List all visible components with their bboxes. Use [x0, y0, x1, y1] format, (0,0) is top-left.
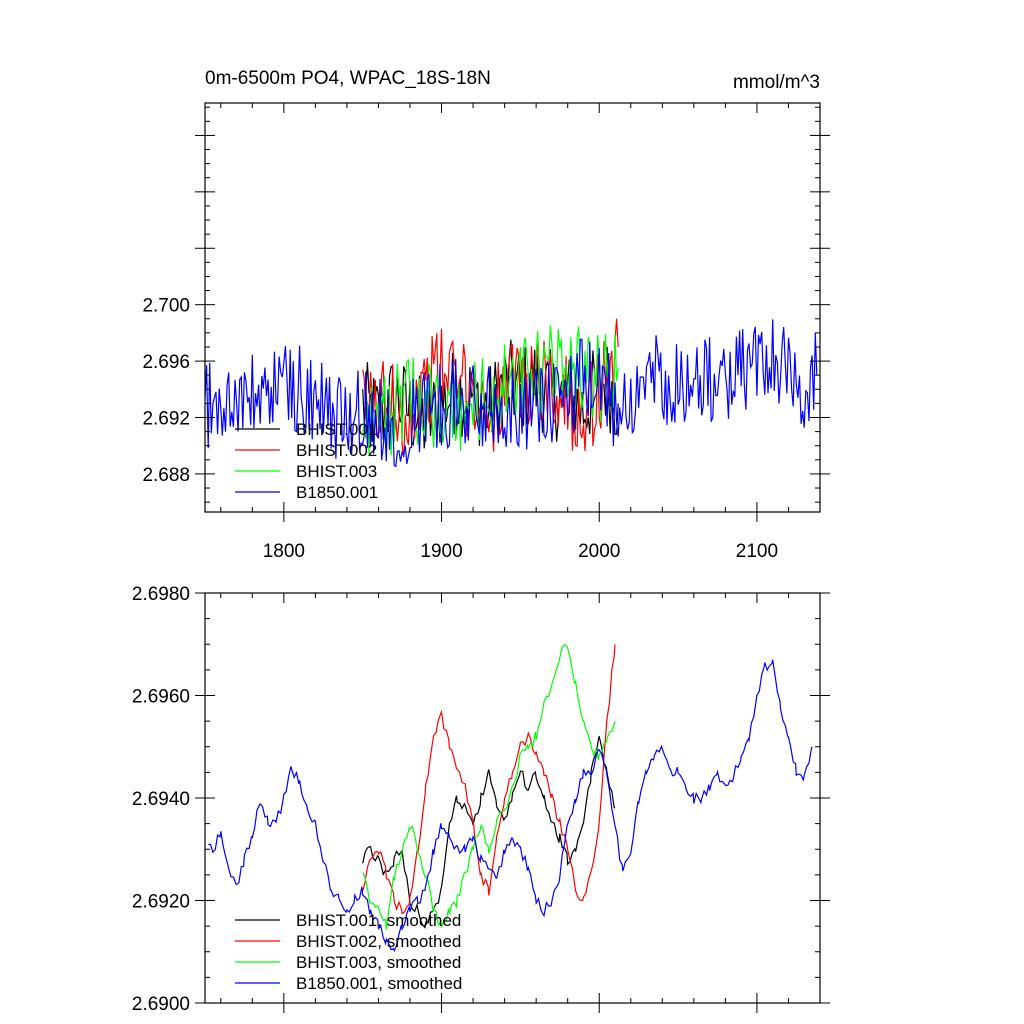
top-xtick-label: 1900	[420, 541, 462, 562]
bottom-panel-ytick-labels: 2.6900 2.6920 2.6940 2.6960 2.6980	[132, 584, 190, 1015]
top-ytick-label: 2.688	[142, 465, 190, 486]
top-ytick-label: 2.692	[142, 409, 190, 430]
bottom-ytick-label: 2.6980	[132, 584, 190, 605]
legend-label-bhist-003-smoothed: BHIST.003, smoothed	[296, 953, 461, 972]
legend-label-bhist-001: BHIST.001	[296, 420, 377, 439]
series-line-b1850-001	[204, 319, 818, 468]
bottom-panel-frame	[204, 592, 821, 1004]
legend-label-bhist-002-smoothed: BHIST.002, smoothed	[296, 932, 461, 951]
top-panel-legend: BHIST.001 BHIST.002 BHIST.003 B1850.001	[235, 420, 378, 502]
bottom-ytick-label: 2.6900	[132, 994, 190, 1015]
top-xtick-label: 1800	[263, 541, 305, 562]
legend-label-bhist-002: BHIST.002	[296, 441, 377, 460]
bottom-panel-ticks	[195, 592, 830, 1013]
series-line-bhist-001-smoothed	[362, 736, 616, 929]
top-panel: 0m-6500m PO4, WPAC_18S-18N mmol/m^3 2.68…	[142, 68, 830, 562]
bottom-panel: 2.6900 2.6920 2.6940 2.6960 2.6980 BHIST…	[132, 584, 830, 1015]
series-line-b1850-001-smoothed	[208, 659, 813, 953]
legend-label-bhist-003: BHIST.003	[296, 462, 377, 481]
bottom-ytick-label: 2.6960	[132, 687, 190, 708]
bottom-panel-lines	[208, 644, 813, 953]
series-line-bhist-002-smoothed	[362, 644, 616, 915]
top-panel-title: 0m-6500m PO4, WPAC_18S-18N	[205, 68, 491, 89]
bottom-panel-legend: BHIST.001, smoothed BHIST.002, smoothed …	[235, 911, 462, 993]
top-panel-ticks	[195, 103, 830, 522]
top-xtick-label: 2000	[578, 541, 620, 562]
top-ytick-label: 2.696	[142, 352, 190, 373]
legend-label-b1850-001: B1850.001	[296, 483, 378, 502]
bottom-ytick-label: 2.6940	[132, 789, 190, 810]
top-ytick-label: 2.700	[142, 296, 190, 317]
legend-label-bhist-001-smoothed: BHIST.001, smoothed	[296, 911, 461, 930]
top-panel-units: mmol/m^3	[733, 72, 820, 93]
top-panel-lines	[204, 318, 818, 468]
top-panel-frame	[204, 102, 821, 513]
top-panel-xtick-labels: 1800 1900 2000 2100	[263, 541, 778, 562]
legend-label-b1850-001-smoothed: B1850.001, smoothed	[296, 974, 462, 993]
bottom-ytick-label: 2.6920	[132, 892, 190, 913]
top-xtick-label: 2100	[736, 541, 778, 562]
top-panel-ytick-labels: 2.688 2.692 2.696 2.700	[142, 296, 190, 486]
series-line-bhist-003-smoothed	[362, 644, 616, 930]
series-line-bhist-001	[362, 339, 619, 449]
